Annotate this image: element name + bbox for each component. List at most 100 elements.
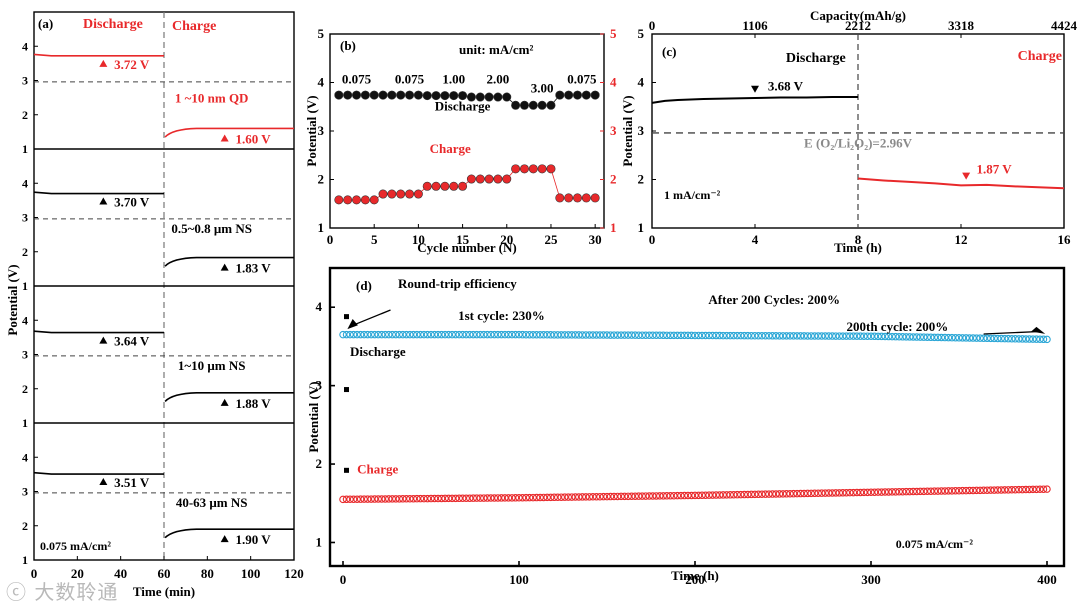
- panel-d-point-discharge: [955, 334, 963, 342]
- panel-d-point-charge: [606, 492, 615, 501]
- panel-d-point-charge: [993, 486, 1002, 494]
- panel-d-point-discharge: [909, 333, 917, 341]
- panel-d-point-discharge: [796, 332, 805, 340]
- panel-d-point-charge: [976, 486, 984, 495]
- panel-a-ytick-label: 3: [22, 211, 28, 225]
- panel-d-point-discharge: [825, 332, 833, 340]
- panel-d-point-charge: [501, 494, 509, 502]
- panel-d-first-arrowhead: [347, 318, 358, 330]
- panel-b-point-charge: [334, 195, 344, 205]
- panel-d-point-discharge: [363, 330, 372, 339]
- panel-b-point-charge: [581, 193, 591, 203]
- panel-d-point-charge: [1011, 485, 1020, 494]
- panel-b-discharge-label: Discharge: [435, 99, 491, 114]
- panel-d-point-discharge: [469, 330, 477, 339]
- panel-d-label: (d): [356, 278, 372, 293]
- panel-d-point-charge: [666, 492, 675, 500]
- panel-d-point-discharge: [772, 332, 780, 340]
- panel-d-point-charge: [733, 490, 741, 499]
- panel-d-point-charge: [578, 493, 587, 501]
- panel-b-point-discharge: [431, 91, 441, 101]
- panel-d-point-charge: [575, 493, 583, 501]
- panel-d-point-charge: [462, 494, 470, 502]
- panel-d-point-discharge: [810, 332, 819, 340]
- panel-d-point-discharge: [1001, 334, 1009, 343]
- panel-d-point-discharge: [564, 331, 573, 339]
- panel-d-point-discharge: [765, 332, 773, 340]
- panel-d-point-charge: [670, 491, 678, 500]
- panel-b-ytick-label: 2: [318, 172, 325, 187]
- panel-a-ytick-label: 4: [22, 39, 28, 53]
- panel-d-point-charge: [786, 489, 794, 498]
- panel-b-point-charge: [555, 193, 565, 203]
- panel-d-ytick-label: 4: [316, 299, 323, 314]
- panel-a-ytick-label: 1: [22, 553, 28, 567]
- panel-d-point-discharge: [571, 331, 580, 339]
- panel-d-point-charge: [810, 489, 819, 498]
- panel-d-point-discharge: [719, 331, 727, 340]
- panel-d-point-charge: [832, 489, 840, 497]
- panel-d-point-discharge: [430, 330, 439, 339]
- panel-d-point-discharge: [684, 331, 692, 340]
- panel-d-point-discharge: [444, 330, 453, 339]
- panel-d-point-charge: [747, 490, 756, 499]
- panel-d-point-charge: [740, 490, 749, 499]
- panel-d-point-discharge: [652, 331, 661, 340]
- panel-d-xtick-label: 300: [861, 572, 881, 587]
- panel-d-point-charge: [367, 495, 375, 503]
- panel-d-point-charge: [399, 495, 407, 503]
- panel-d-point-charge: [659, 492, 668, 500]
- panel-d-point-discharge: [789, 332, 798, 340]
- panel-b-point-discharge: [396, 90, 406, 100]
- panel-b-ytick-right-label: 2: [610, 172, 617, 187]
- panel-d-point-charge: [613, 492, 622, 501]
- panel-d-point-charge: [377, 495, 386, 503]
- panel-b-ytick-right-label: 4: [610, 75, 617, 90]
- panel-b-point-charge: [590, 193, 600, 203]
- panel-a-ytick-label: 2: [22, 382, 28, 396]
- panel-d-point-discharge: [944, 333, 953, 342]
- panel-d-point-charge: [1018, 485, 1027, 494]
- panel-d-point-charge: [944, 487, 953, 495]
- panel-d-point-discharge: [1018, 335, 1027, 343]
- panel-d-point-charge: [532, 493, 541, 502]
- panel-c-top-tick-label: 0: [649, 18, 656, 33]
- panel-d-point-charge: [448, 494, 456, 503]
- panel-d-point-discharge: [360, 330, 368, 339]
- panel-d-point-discharge: [624, 331, 632, 339]
- panel-d-point-discharge: [589, 331, 597, 339]
- panel-b-point-discharge: [511, 100, 521, 110]
- panel-d-point-discharge: [821, 332, 829, 340]
- panel-d-point-discharge: [645, 331, 653, 339]
- panel-c-ytick-label: 3: [638, 123, 645, 138]
- panel-d-point-discharge: [550, 331, 558, 339]
- panel-d-point-discharge: [1008, 334, 1016, 343]
- panel-d-point-charge: [979, 486, 988, 495]
- panel-d-point-discharge: [867, 332, 875, 340]
- panel-a-discharge-marker: [99, 197, 108, 205]
- panel-d-point-discharge: [920, 333, 928, 341]
- panel-d-point-discharge: [451, 330, 460, 339]
- panel-d-xtick-label: 200: [685, 572, 705, 587]
- panel-d-point-charge: [1043, 485, 1051, 493]
- panel-a-ylabel: Potential (V): [5, 264, 20, 335]
- panel-d-point-discharge: [733, 331, 741, 340]
- panel-d-after-text: After 200 Cycles: 200%: [708, 292, 840, 307]
- panel-d-point-discharge: [860, 332, 868, 340]
- panel-b-point-charge: [502, 174, 512, 184]
- panel-d-point-charge: [511, 494, 520, 502]
- panel-d-point-discharge: [427, 330, 435, 339]
- panel-d-point-discharge: [807, 332, 815, 340]
- panel-d-title: Round-trip efficiency: [398, 276, 517, 291]
- panel-d-point-discharge: [884, 332, 893, 341]
- panel-d-point-charge: [775, 490, 784, 498]
- panel-a-charge-title: Charge: [172, 19, 216, 34]
- panel-d-point-charge: [656, 492, 664, 500]
- panel-d-point-discharge: [1043, 335, 1051, 344]
- panel-d-point-discharge: [744, 331, 752, 340]
- panel-a-discharge-value: 3.70 V: [114, 195, 150, 210]
- panel-b-xtick-label: 20: [500, 232, 513, 247]
- panel-a-charge-curve: [164, 528, 294, 539]
- panel-d-point-discharge: [726, 331, 734, 340]
- panel-d-point-charge: [374, 495, 382, 503]
